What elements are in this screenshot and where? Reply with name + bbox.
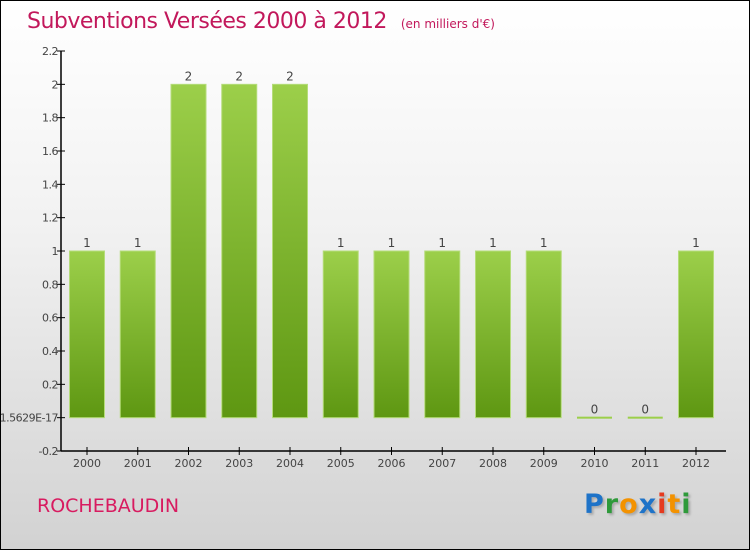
data-label: 2 bbox=[235, 69, 243, 83]
x-tick-label: 2007 bbox=[428, 457, 456, 470]
y-tick-label: -1.5629E-17 bbox=[1, 412, 59, 425]
bar bbox=[577, 416, 612, 419]
x-tick-label: 2010 bbox=[581, 457, 609, 470]
bar bbox=[475, 250, 511, 419]
bar bbox=[627, 416, 663, 419]
data-label: 1 bbox=[388, 236, 396, 250]
x-tick-label: 2003 bbox=[225, 457, 253, 470]
proxiti-logo: Proxiti bbox=[584, 489, 692, 520]
x-tick-label: 2001 bbox=[124, 457, 152, 470]
bar bbox=[424, 250, 461, 419]
data-label: 1 bbox=[692, 236, 700, 250]
data-label: 0 bbox=[591, 403, 599, 417]
x-tick-label: 2006 bbox=[378, 457, 406, 470]
bar bbox=[272, 83, 308, 419]
y-tick-label: 1.6 bbox=[42, 145, 58, 158]
x-tick-label: 2009 bbox=[530, 457, 558, 470]
x-tick-label: 2008 bbox=[479, 457, 507, 470]
y-tick-label: 2.2 bbox=[42, 45, 58, 58]
data-label: 0 bbox=[641, 403, 649, 417]
bar bbox=[221, 83, 258, 419]
data-label: 1 bbox=[438, 236, 446, 250]
data-label: 1 bbox=[489, 236, 497, 250]
y-tick-label: 0.8 bbox=[42, 278, 58, 291]
data-label: 1 bbox=[134, 236, 142, 250]
chart-unit: (en milliers d'€) bbox=[400, 17, 495, 31]
y-tick-label: -0.2 bbox=[39, 445, 58, 458]
bar bbox=[119, 250, 156, 419]
y-tick-label: 0.6 bbox=[42, 312, 58, 325]
data-label: 2 bbox=[185, 69, 193, 83]
bar bbox=[170, 83, 207, 419]
x-tick-label: 2005 bbox=[327, 457, 355, 470]
chart-header: Subventions Versées 2000 à 2012 (en mill… bbox=[27, 9, 495, 34]
data-label: 1 bbox=[83, 236, 91, 250]
data-label: 1 bbox=[337, 236, 345, 250]
x-tick-label: 2004 bbox=[276, 457, 304, 470]
y-tick-label: 1.2 bbox=[42, 212, 58, 225]
y-tick-label: 1 bbox=[52, 245, 59, 258]
data-label: 2 bbox=[286, 69, 294, 83]
y-tick-label: 0.4 bbox=[42, 345, 58, 358]
bar bbox=[525, 250, 562, 419]
x-tick-label: 2012 bbox=[682, 457, 710, 470]
y-tick-label: 1.8 bbox=[42, 112, 58, 125]
bar bbox=[69, 250, 105, 419]
x-tick-label: 2002 bbox=[175, 457, 203, 470]
commune-name: ROCHEBAUDIN bbox=[37, 495, 180, 517]
bar bbox=[322, 250, 359, 419]
y-tick-label: 0.2 bbox=[42, 378, 58, 391]
y-tick-label: 1.4 bbox=[42, 178, 58, 191]
chart-title: Subventions Versées 2000 à 2012 bbox=[27, 9, 387, 34]
bar bbox=[678, 250, 714, 419]
x-tick-label: 2000 bbox=[73, 457, 101, 470]
y-tick-label: 2 bbox=[52, 78, 59, 91]
bar bbox=[373, 250, 410, 419]
x-tick-label: 2011 bbox=[631, 457, 659, 470]
data-label: 1 bbox=[540, 236, 548, 250]
